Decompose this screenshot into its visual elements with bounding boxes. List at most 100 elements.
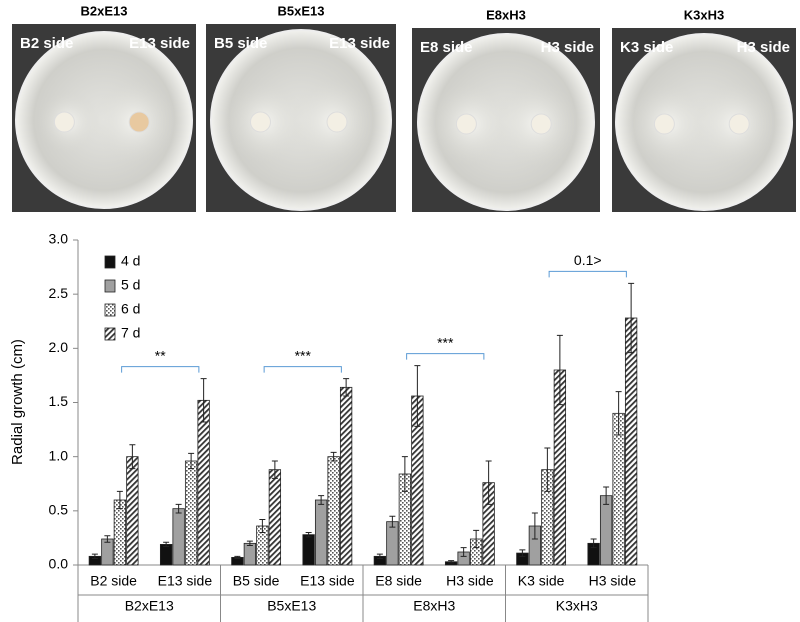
photo-label-right: E13 side — [129, 35, 190, 52]
x-tick-label: K3 side — [518, 573, 565, 589]
error-bar — [188, 452, 195, 470]
colony-plug — [53, 111, 75, 133]
x-tick-label: E8 side — [375, 573, 422, 589]
photo-title: K3xH3 — [684, 7, 724, 22]
group-label: K3xH3 — [556, 598, 598, 614]
bar — [159, 544, 173, 566]
legend-label: 4 d — [121, 253, 140, 269]
photo-title: B5xE13 — [278, 3, 325, 18]
significance-bracket — [263, 366, 342, 373]
x-tick-label: E13 side — [300, 573, 355, 589]
error-bar — [519, 549, 526, 557]
chart: Radial growth (cm) 0.0 0.5 1.0 1.5 2.0 2.5 3.0… — [9, 231, 649, 622]
bar — [126, 456, 139, 566]
photo-title: B2xE13 — [81, 3, 128, 18]
bar — [339, 386, 353, 566]
significance-bracket — [406, 353, 485, 360]
error-bar — [234, 555, 241, 559]
significance-label: *** — [295, 347, 312, 363]
bar — [101, 538, 114, 566]
y-axis-label: Radial growth (cm) — [9, 339, 26, 465]
error-bar — [330, 451, 337, 462]
error-bar — [246, 540, 253, 546]
bar — [599, 495, 613, 566]
significance-label: 0.1> — [574, 252, 602, 268]
error-bar — [460, 547, 467, 557]
group-label: E8xH3 — [413, 598, 455, 614]
photo-row: B2xE13 B2 side E13 side B5xE13 B5 side E13 si… — [12, 3, 796, 212]
error-bar — [259, 519, 266, 533]
error-bar — [305, 532, 312, 538]
error-bar — [343, 378, 350, 397]
bar — [302, 534, 315, 566]
legend-swatch — [104, 279, 116, 293]
colony-plug — [128, 111, 150, 133]
error-bar — [163, 541, 170, 548]
error-bar — [116, 490, 123, 510]
bar — [624, 317, 638, 566]
error-bar — [485, 460, 492, 505]
colony-plug — [728, 113, 750, 135]
x-tick-label: B2 side — [90, 573, 137, 589]
y-tick-label: 0.5 — [49, 502, 69, 518]
error-bar — [556, 334, 563, 406]
photo-title: E8xH3 — [486, 7, 526, 22]
x-tick-label: H3 side — [589, 573, 637, 589]
bar — [612, 412, 625, 566]
photo-label-left: B5 side — [214, 35, 267, 52]
error-bar — [603, 486, 610, 505]
error-bar — [389, 515, 396, 528]
photo-label-right: H3 side — [737, 39, 790, 56]
significance-bracket — [121, 366, 200, 373]
x-tick-label: B5 side — [233, 573, 280, 589]
y-tick-label: 3.0 — [49, 231, 69, 247]
colony-plug — [250, 111, 271, 133]
bar — [243, 542, 257, 566]
y-tick-label: 1.5 — [49, 393, 69, 409]
group-label: B5xE13 — [267, 598, 316, 614]
bar — [184, 460, 198, 566]
bar — [197, 399, 210, 566]
error-bar — [376, 553, 383, 559]
significance-label: *** — [437, 334, 454, 350]
error-bar — [129, 444, 136, 470]
legend-label: 7 d — [121, 325, 140, 341]
photo-label-left: B2 side — [20, 35, 73, 52]
colony-plug — [530, 113, 552, 135]
significance-bracket — [548, 270, 627, 278]
legend-swatch — [104, 303, 116, 317]
error-bar — [615, 391, 622, 436]
bar — [327, 456, 340, 566]
legend-swatch — [104, 255, 116, 269]
error-bar — [401, 456, 408, 492]
error-bar — [91, 553, 98, 559]
error-bar — [271, 460, 278, 479]
error-bar — [175, 503, 182, 514]
bar — [268, 469, 282, 566]
error-bar — [414, 365, 421, 427]
error-bar — [544, 447, 551, 492]
y-tick-label: 2.5 — [49, 285, 69, 301]
y-tick-label: 2.0 — [49, 339, 69, 355]
photo-label-left: K3 side — [620, 39, 673, 56]
error-bar — [590, 538, 597, 549]
error-bar — [200, 378, 207, 423]
colony-plug — [653, 113, 675, 135]
photo-label-left: E8 side — [420, 39, 473, 56]
group-label: B2xE13 — [125, 598, 174, 614]
error-bar — [104, 535, 111, 543]
significance-label: ** — [155, 347, 166, 363]
bar — [314, 499, 328, 566]
error-bar — [628, 282, 635, 354]
x-tick-label: H3 side — [446, 573, 494, 589]
bar — [113, 499, 127, 566]
bar — [386, 521, 399, 566]
colony-plug — [455, 113, 477, 135]
legend-label: 5 d — [121, 277, 140, 293]
photo-label-right: E13 side — [329, 35, 390, 52]
error-bar — [473, 529, 480, 549]
error-bar — [318, 495, 325, 505]
error-bar — [531, 512, 538, 540]
y-tick-label: 1.0 — [49, 447, 69, 463]
